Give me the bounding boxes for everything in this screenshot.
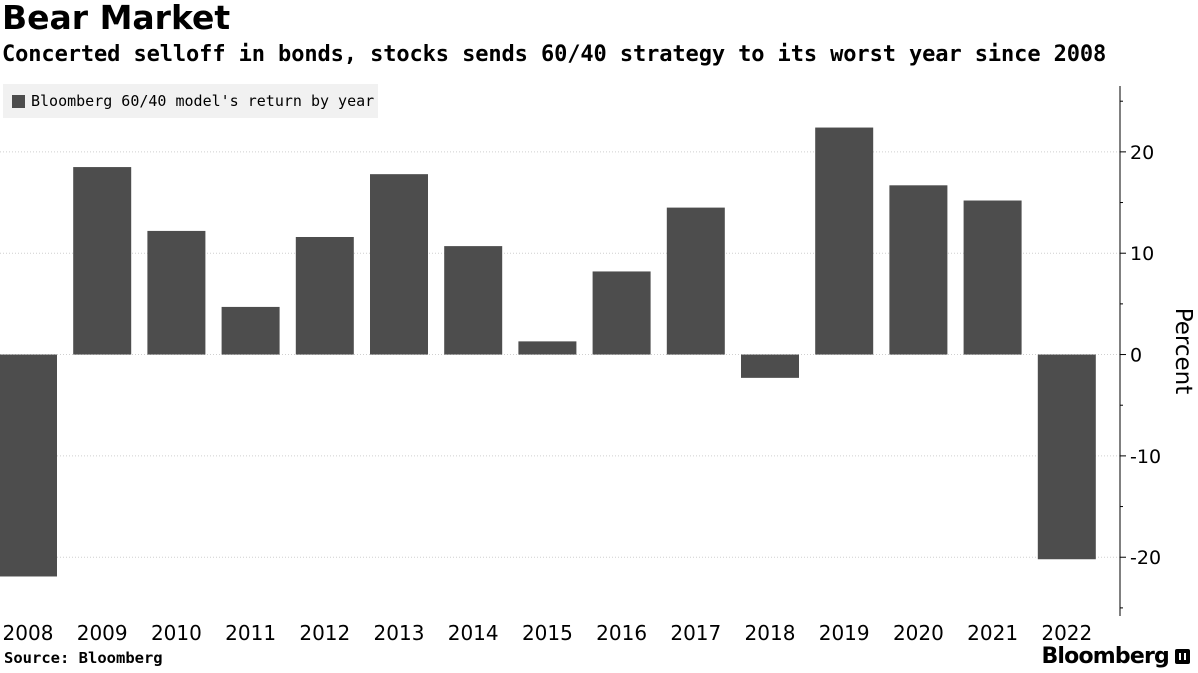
legend: Bloomberg 60/40 model's return by year [3, 84, 378, 118]
legend-label: Bloomberg 60/40 model's return by year [31, 92, 375, 110]
y-tick-label: -20 [1130, 547, 1161, 569]
x-axis: 2008 2009 2010 2011 2012 2013 2014 2015 2016 2017… [3, 621, 1093, 645]
brand-logo: Bloomberg [1041, 644, 1190, 669]
bar-2019 [815, 127, 874, 355]
y-tick-label: 10 [1130, 243, 1154, 265]
bar-2014 [444, 246, 503, 355]
x-tick-label: 2022 [1041, 621, 1092, 645]
legend-swatch [12, 94, 25, 108]
x-tick-label: 2008 [3, 621, 54, 645]
x-tick-label: 2015 [522, 621, 573, 645]
x-tick-label: 2016 [596, 621, 647, 645]
bars [0, 127, 1096, 577]
x-tick-label: 2021 [967, 621, 1018, 645]
bar-2011 [221, 306, 280, 355]
x-tick-label: 2013 [374, 621, 425, 645]
x-tick-label: 2017 [670, 621, 721, 645]
bar-2013 [370, 174, 428, 355]
bar-2008 [0, 354, 57, 577]
x-tick-label: 2020 [893, 621, 944, 645]
chart-subtitle: Concerted selloff in bonds, stocks sends… [2, 42, 1107, 67]
x-tick-label: 2019 [819, 621, 870, 645]
bloomberg-terminal-icon [1175, 649, 1190, 664]
bar-2018 [741, 354, 799, 378]
x-tick-label: 2018 [745, 621, 796, 645]
x-tick-label: 2012 [299, 621, 350, 645]
bar-2021 [963, 200, 1022, 355]
x-tick-label: 2009 [77, 621, 128, 645]
brand-name: Bloomberg [1041, 644, 1169, 669]
bar-2016 [592, 271, 651, 355]
bar-2009 [73, 167, 132, 355]
y-axis-title: Percent [1170, 308, 1196, 395]
bar-2012 [295, 236, 354, 355]
source-note: Source: Bloomberg [4, 649, 163, 667]
bar-2015 [518, 341, 577, 355]
bar-2017 [666, 207, 725, 355]
bar-2010 [147, 230, 206, 355]
y-tick-label: 0 [1130, 345, 1142, 367]
y-tick-label: 20 [1130, 142, 1154, 164]
bar-2020 [889, 185, 948, 355]
y-axis: 20 10 0 -10 -20 [1119, 86, 1161, 616]
bar-2022 [1037, 354, 1096, 560]
y-tick-label: -10 [1130, 446, 1161, 468]
x-tick-label: 2010 [151, 621, 202, 645]
x-tick-label: 2011 [225, 621, 276, 645]
chart-title: Bear Market [2, 0, 231, 37]
x-tick-label: 2014 [448, 621, 499, 645]
